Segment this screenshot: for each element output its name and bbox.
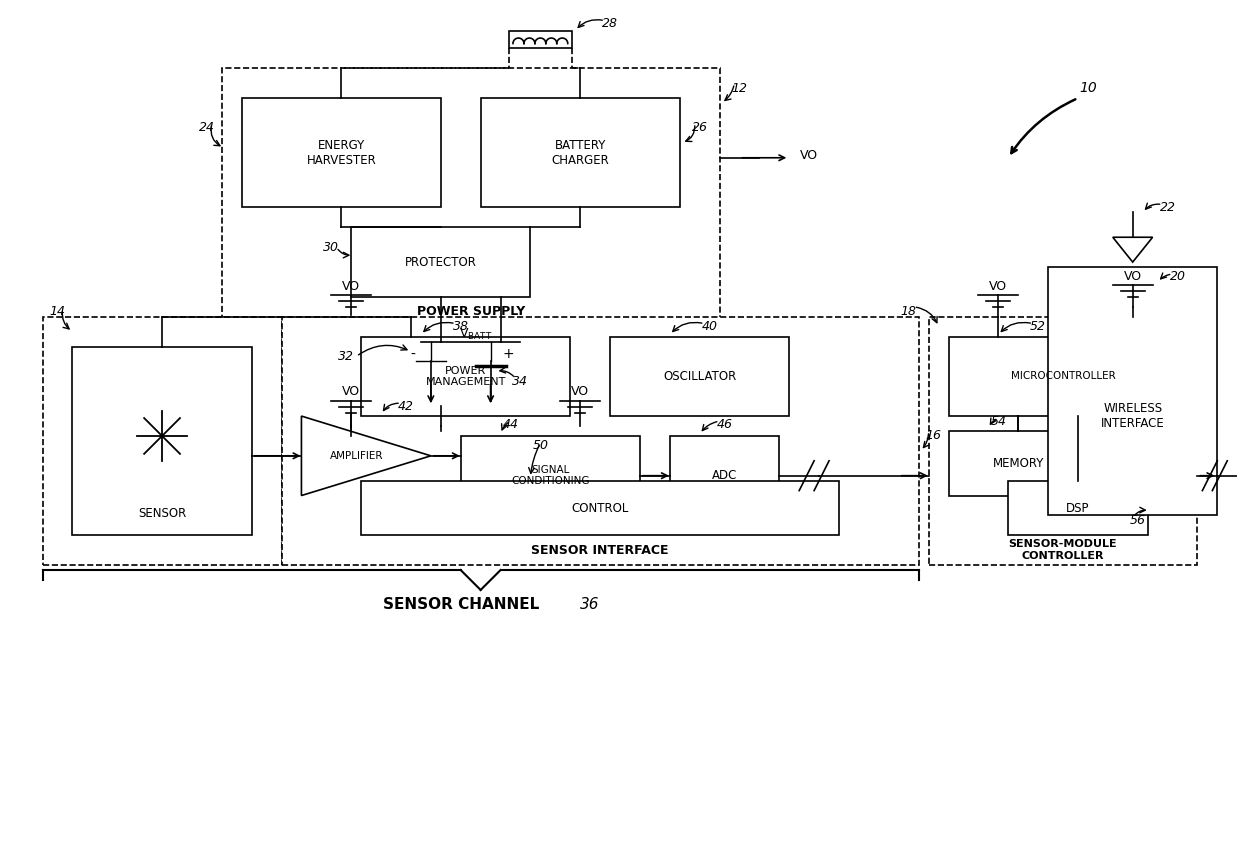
Text: VO: VO (342, 281, 361, 294)
Text: SENSOR: SENSOR (138, 507, 186, 520)
Text: 30: 30 (324, 241, 340, 253)
Bar (670, 436, 779, 515)
Text: SIGNAL
CONDITIONING: SIGNAL CONDITIONING (511, 465, 589, 486)
Text: +: + (502, 348, 515, 361)
Bar (461, 436, 640, 515)
Text: DSP: DSP (1066, 502, 1090, 515)
Bar (72, 347, 252, 535)
Text: CONTROL: CONTROL (572, 502, 629, 515)
Text: ENERGY
HARVESTER: ENERGY HARVESTER (306, 139, 376, 167)
Text: 34: 34 (512, 375, 528, 388)
Text: ADC: ADC (712, 469, 738, 482)
Text: 36: 36 (580, 597, 600, 612)
Text: 52: 52 (1030, 320, 1047, 333)
Text: VO: VO (1123, 270, 1142, 283)
Text: BATTERY
CHARGER: BATTERY CHARGER (552, 139, 609, 167)
Text: $\mathregular{V_{BATT}}$: $\mathregular{V_{BATT}}$ (459, 327, 492, 342)
Text: POWER SUPPLY: POWER SUPPLY (417, 306, 525, 318)
Text: 54: 54 (991, 414, 1007, 427)
Text: VO: VO (342, 384, 361, 398)
Text: SENSOR CHANNEL: SENSOR CHANNEL (383, 597, 539, 612)
Text: WIRELESS
INTERFACE: WIRELESS INTERFACE (1101, 402, 1164, 430)
Bar (949, 336, 1178, 416)
Text: 20: 20 (1169, 270, 1185, 283)
Text: MICROCONTROLLER: MICROCONTROLLER (1011, 372, 1116, 381)
Text: 18: 18 (900, 306, 916, 318)
Text: PROTECTOR: PROTECTOR (405, 256, 476, 269)
Text: 24: 24 (198, 122, 215, 134)
Text: -: - (410, 348, 415, 361)
Text: AMPLIFIER: AMPLIFIER (330, 451, 383, 461)
Bar (361, 336, 570, 416)
Bar (222, 68, 719, 327)
Text: VO: VO (800, 149, 818, 163)
Text: 50: 50 (532, 439, 548, 452)
Text: 42: 42 (398, 400, 414, 413)
Text: SENSOR INTERFACE: SENSOR INTERFACE (531, 544, 668, 556)
Text: 14: 14 (50, 306, 66, 318)
Text: 16: 16 (925, 430, 941, 443)
Bar (1048, 267, 1218, 515)
Text: 44: 44 (502, 418, 518, 431)
Bar (1008, 481, 1148, 535)
Text: 46: 46 (717, 418, 733, 431)
Text: 28: 28 (603, 17, 618, 30)
Bar (281, 317, 919, 565)
Bar (929, 317, 1198, 565)
Text: POWER
MANAGEMENT: POWER MANAGEMENT (425, 366, 506, 387)
Text: 10: 10 (1079, 81, 1096, 95)
Text: 26: 26 (692, 122, 708, 134)
Text: 12: 12 (732, 81, 748, 95)
Text: 56: 56 (1130, 514, 1146, 527)
Text: SENSOR-MODULE
CONTROLLER: SENSOR-MODULE CONTROLLER (1008, 539, 1117, 561)
Bar (949, 431, 1087, 496)
Bar (508, 31, 572, 49)
Text: 32: 32 (339, 350, 355, 363)
Bar (351, 228, 531, 297)
Bar (242, 98, 440, 207)
Bar (481, 98, 680, 207)
Text: VO: VO (572, 384, 589, 398)
Text: OSCILLATOR: OSCILLATOR (663, 370, 737, 383)
Bar (610, 336, 789, 416)
Bar (42, 317, 281, 565)
Text: 38: 38 (453, 320, 469, 333)
Text: VO: VO (990, 281, 1007, 294)
Text: MEMORY: MEMORY (992, 457, 1044, 470)
Text: 40: 40 (702, 320, 718, 333)
Text: 22: 22 (1159, 201, 1176, 214)
Bar (361, 481, 839, 535)
